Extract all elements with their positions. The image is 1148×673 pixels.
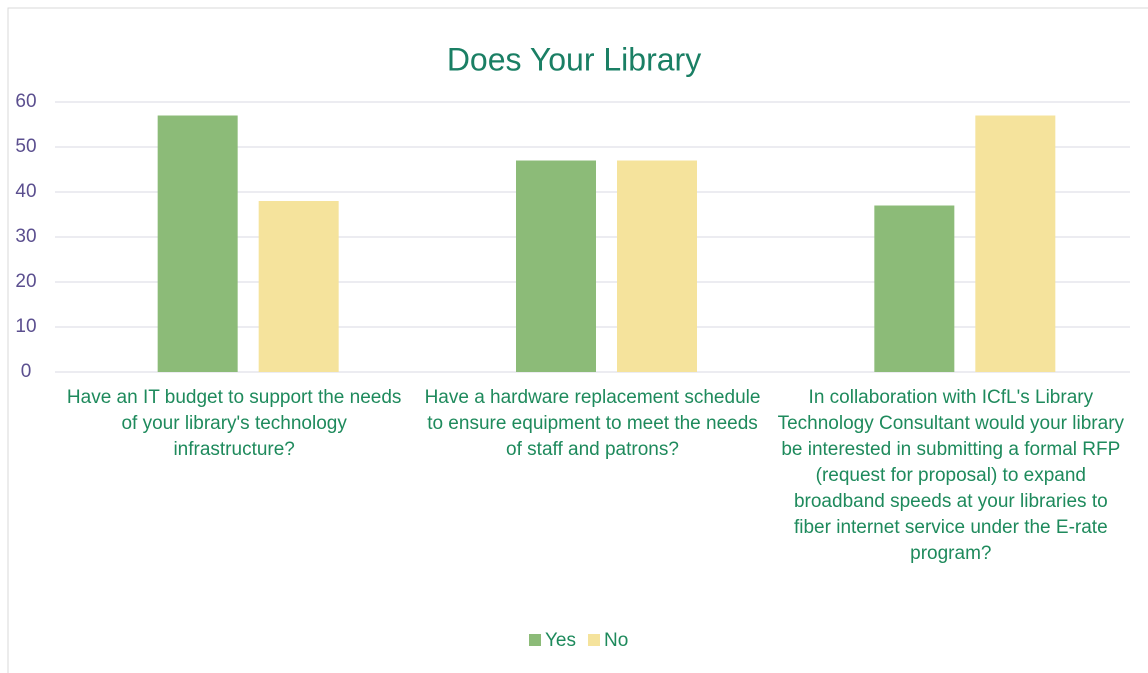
x-tick-label: Have a hardware replacement schedule to … xyxy=(424,387,761,460)
bar xyxy=(516,160,596,372)
y-tick-label: 40 xyxy=(15,181,36,202)
y-tick-label: 50 xyxy=(15,136,36,157)
bar xyxy=(258,201,339,372)
x-tick-label: Have an IT budget to support the needs o… xyxy=(66,387,402,460)
bar xyxy=(874,205,955,372)
y-tick-label: 60 xyxy=(15,91,36,112)
bar xyxy=(975,115,1056,372)
chart-title: Does Your Library xyxy=(447,41,701,77)
chart-frame xyxy=(7,7,1148,673)
y-tick-label: 20 xyxy=(15,271,36,292)
legend-swatch xyxy=(529,634,541,646)
legend-label: Yes xyxy=(545,630,576,651)
legend-swatch xyxy=(588,634,600,646)
y-tick-label: 30 xyxy=(15,226,36,247)
y-tick-label: 10 xyxy=(15,316,36,337)
bar xyxy=(617,160,697,372)
bar xyxy=(157,115,238,372)
y-tick-label: 0 xyxy=(21,361,32,382)
legend-label: No xyxy=(604,630,628,651)
x-tick-label: In collaboration with ICfL's Library Tec… xyxy=(777,387,1125,564)
